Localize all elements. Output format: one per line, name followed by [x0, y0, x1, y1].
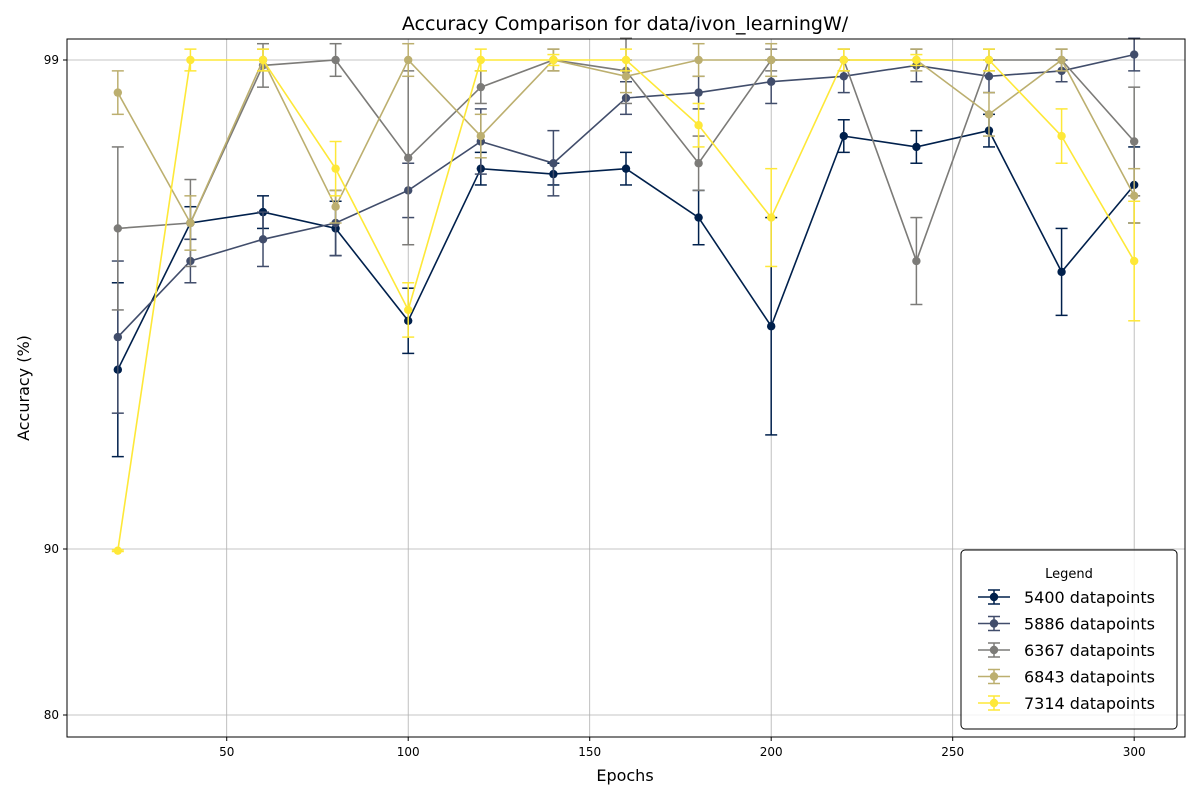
- legend-item: 6367 datapoints: [978, 641, 1155, 660]
- data-point: [476, 82, 486, 92]
- data-point: [1057, 55, 1066, 65]
- legend-label: 5400 datapoints: [1024, 588, 1155, 607]
- legend-label: 5886 datapoints: [1024, 615, 1155, 634]
- data-point: [1129, 50, 1139, 59]
- data-point: [984, 55, 994, 65]
- legend-marker: [989, 592, 999, 602]
- y-tick-label: 80: [44, 708, 59, 722]
- data-point: [1057, 131, 1066, 141]
- data-point: [766, 77, 776, 86]
- data-point: [186, 218, 195, 228]
- chart-title: Accuracy Comparison for data/ivon_learni…: [402, 13, 849, 35]
- data-point: [621, 55, 631, 65]
- x-tick-label: 50: [219, 745, 234, 759]
- data-point: [1129, 137, 1139, 146]
- x-tick-label: 200: [760, 745, 783, 759]
- data-point: [331, 164, 340, 173]
- y-tick-label: 90: [44, 542, 59, 556]
- data-point: [839, 55, 848, 65]
- axis-ticks: 50 100 150 200 250 300 80 90 99: [44, 53, 1146, 759]
- data-point: [331, 202, 340, 211]
- data-point: [113, 332, 123, 342]
- data-point: [694, 55, 703, 65]
- data-point: [694, 159, 703, 168]
- legend-items: 5400 datapoints 5886 datapoints 6367 datap…: [978, 588, 1155, 713]
- data-point: [621, 72, 631, 81]
- series-layer: [111, 37, 1141, 555]
- legend-label: 6367 datapoints: [1024, 641, 1155, 660]
- legend-box: [960, 549, 1178, 730]
- data-point: [839, 131, 848, 141]
- y-tick-label: 99: [44, 53, 59, 67]
- data-point: [476, 131, 486, 141]
- series-1: [111, 113, 1141, 458]
- data-point: [839, 72, 848, 81]
- legend-marker: [989, 672, 999, 681]
- x-tick-label: 100: [397, 745, 420, 759]
- data-point: [331, 55, 340, 65]
- data-point: [404, 305, 413, 315]
- data-point: [694, 213, 703, 222]
- legend-marker: [989, 698, 999, 708]
- data-point: [1129, 191, 1139, 201]
- data-point: [912, 142, 921, 152]
- legend-title: Legend: [1045, 567, 1093, 582]
- legend-label: 7314 datapoints: [1024, 694, 1155, 713]
- data-point: [113, 88, 123, 97]
- data-point: [621, 164, 631, 173]
- x-tick-label: 300: [1123, 745, 1146, 759]
- data-point: [186, 55, 195, 65]
- data-point: [404, 55, 413, 65]
- series-line: [117, 59, 1135, 551]
- data-point: [766, 55, 776, 65]
- x-tick-label: 250: [941, 745, 964, 759]
- data-point: [1129, 256, 1139, 266]
- legend-item: 5886 datapoints: [978, 615, 1155, 634]
- x-tick-label: 150: [578, 745, 601, 759]
- legend-label: 6843 datapoints: [1024, 668, 1155, 687]
- data-point: [694, 121, 703, 130]
- data-point: [113, 546, 123, 555]
- data-point: [984, 110, 994, 119]
- data-point: [549, 159, 558, 168]
- legend-item: 6843 datapoints: [978, 668, 1155, 687]
- data-point: [476, 55, 486, 65]
- data-point: [694, 88, 703, 97]
- data-point: [1057, 267, 1066, 277]
- plot-frame: [66, 38, 1186, 738]
- data-point: [404, 153, 413, 162]
- series-5: [111, 48, 1141, 555]
- legend-item: 5400 datapoints: [978, 588, 1155, 607]
- data-point: [549, 55, 558, 65]
- y-axis-label: Accuracy (%): [14, 335, 33, 441]
- legend-marker: [989, 645, 999, 655]
- data-point: [766, 322, 776, 331]
- data-point: [912, 256, 921, 266]
- data-point: [113, 224, 123, 233]
- x-axis-label: Epochs: [596, 766, 653, 785]
- data-point: [912, 55, 921, 65]
- data-point: [258, 235, 268, 244]
- data-point: [258, 55, 268, 65]
- legend: Legend 5400 datapoints 5886 datapoints 636…: [960, 549, 1178, 730]
- data-point: [984, 72, 994, 81]
- data-point: [766, 213, 776, 222]
- legend-item: 7314 datapoints: [978, 694, 1155, 713]
- legend-marker: [989, 619, 999, 628]
